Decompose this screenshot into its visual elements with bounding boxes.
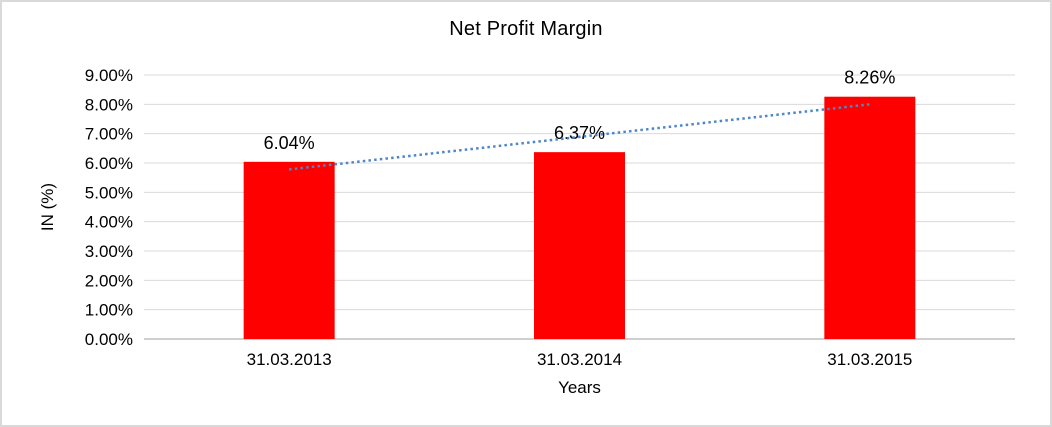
chart-title: Net Profit Margin — [449, 18, 603, 40]
x-tick-label: 31.03.2013 — [247, 350, 332, 369]
y-tick-label: 0.00% — [85, 330, 133, 349]
bar — [243, 161, 335, 339]
bar — [824, 96, 916, 339]
y-axis-title: IN (%) — [38, 183, 57, 231]
bar — [534, 152, 625, 339]
y-tick-label: 3.00% — [85, 242, 133, 261]
y-tick-label: 7.00% — [85, 125, 133, 144]
y-tick-label: 8.00% — [85, 95, 133, 114]
trendline — [289, 103, 870, 171]
x-axis-title: Years — [558, 378, 601, 397]
x-tick-label: 31.03.2015 — [827, 350, 912, 369]
y-tick-label: 5.00% — [85, 183, 133, 202]
x-tick-label: 31.03.2014 — [537, 350, 622, 369]
y-tick-label: 2.00% — [85, 271, 133, 290]
data-label: 8.26% — [844, 68, 895, 88]
y-tick-label: 1.00% — [85, 301, 133, 320]
data-label: 6.04% — [264, 133, 315, 153]
y-tick-label: 4.00% — [85, 213, 133, 232]
y-tick-label: 9.00% — [85, 66, 133, 85]
y-tick-label: 6.00% — [85, 154, 133, 173]
